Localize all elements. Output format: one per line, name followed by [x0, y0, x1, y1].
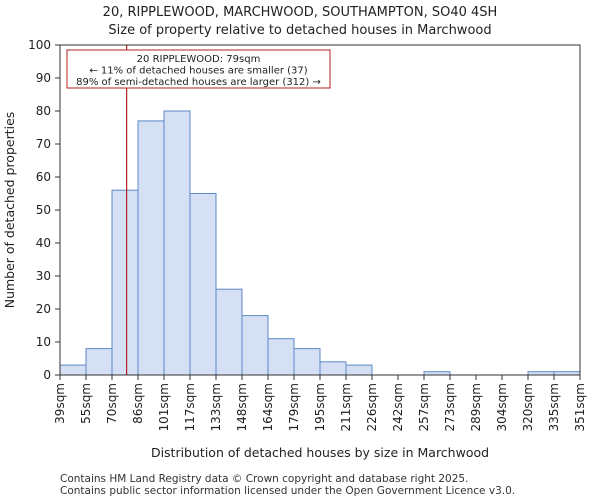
- footer-line-2: Contains public sector information licen…: [60, 485, 516, 497]
- y-tick-label: 90: [36, 71, 51, 85]
- y-tick-label: 70: [36, 137, 51, 151]
- x-tick-label: 351sqm: [573, 383, 587, 431]
- bar-211sqm: [345, 364, 373, 376]
- bar-133sqm: [215, 288, 243, 376]
- y-tick-label: 0: [43, 368, 51, 382]
- annotation-line-1: 20 RIPPLEWOOD: 79sqm: [137, 54, 261, 65]
- x-axis-label: Distribution of detached houses by size …: [151, 445, 489, 460]
- y-tick-label: 60: [36, 170, 51, 184]
- footer-line-1: Contains HM Land Registry data © Crown c…: [60, 473, 469, 485]
- x-tick-label: 179sqm: [287, 383, 301, 431]
- x-tick-label: 257sqm: [417, 383, 431, 431]
- bar-117sqm: [189, 193, 217, 376]
- bar-55sqm: [85, 348, 113, 376]
- bar-148sqm: [241, 315, 269, 376]
- y-tick-label: 50: [36, 203, 51, 217]
- x-tick-label: 226sqm: [365, 383, 379, 431]
- y-axis-label: Number of detached properties: [2, 112, 17, 309]
- y-tick-label: 40: [36, 236, 51, 250]
- x-tick-label: 148sqm: [235, 383, 249, 431]
- chart-title: 20, RIPPLEWOOD, MARCHWOOD, SOUTHAMPTON, …: [103, 5, 498, 20]
- x-tick-label: 289sqm: [469, 383, 483, 431]
- annotation-box: [66, 49, 331, 89]
- chart-subtitle: Size of property relative to detached ho…: [108, 23, 491, 38]
- bar-195sqm: [319, 361, 347, 376]
- y-tick-label: 80: [36, 104, 51, 118]
- y-tick-label: 30: [36, 269, 51, 283]
- x-tick-label: 70sqm: [105, 383, 119, 424]
- x-tick-label: 335sqm: [547, 383, 561, 431]
- bar-164sqm: [267, 338, 295, 376]
- bar-70sqm: [111, 189, 139, 376]
- x-tick-label: 39sqm: [53, 383, 67, 424]
- y-tick-label: 20: [36, 302, 51, 316]
- x-tick-label: 55sqm: [79, 383, 93, 424]
- plot-frame: [59, 44, 581, 376]
- x-tick-label: 133sqm: [209, 383, 223, 431]
- annotation-line-2: ← 11% of detached houses are smaller (37…: [89, 66, 307, 77]
- bar-86sqm: [137, 120, 165, 376]
- bar-39sqm: [59, 364, 87, 376]
- x-tick-label: 86sqm: [131, 383, 145, 424]
- annotation-line-3: 89% of semi-detached houses are larger (…: [76, 77, 321, 88]
- y-tick-label: 10: [36, 335, 51, 349]
- bar-101sqm: [163, 110, 191, 376]
- x-tick-label: 195sqm: [313, 383, 327, 431]
- x-tick-label: 320sqm: [521, 383, 535, 431]
- x-tick-label: 101sqm: [157, 383, 171, 431]
- x-tick-label: 164sqm: [261, 383, 275, 431]
- x-tick-label: 273sqm: [443, 383, 457, 431]
- x-tick-label: 211sqm: [339, 383, 353, 431]
- bar-179sqm: [293, 348, 321, 376]
- y-tick-label: 100: [28, 38, 51, 52]
- x-tick-label: 117sqm: [183, 383, 197, 431]
- x-tick-label: 304sqm: [495, 383, 509, 431]
- x-tick-label: 242sqm: [391, 383, 405, 431]
